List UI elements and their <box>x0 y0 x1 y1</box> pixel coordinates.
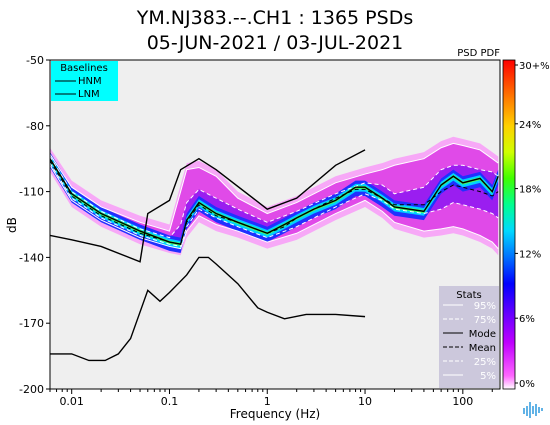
series-line-lnm <box>50 256 366 362</box>
y-axis: -50 -80 -110 -140 -170 -200 <box>19 54 50 396</box>
series-lines <box>50 142 499 362</box>
stats-legend-label: 75% <box>474 315 496 326</box>
baselines-legend: Baselines HNM LNM <box>51 61 118 101</box>
colorbar-tick-label: 0% <box>519 379 535 390</box>
plot-border <box>49 59 501 390</box>
x-tick-label: 100 <box>452 395 473 408</box>
colorbar-tick-label: 12% <box>519 249 541 260</box>
series-line-95pct <box>50 142 499 232</box>
stats-legend-label: Mode <box>469 329 496 340</box>
x-tick-label: 0.1 <box>161 395 179 408</box>
x-tick-label: 1 <box>264 395 271 408</box>
colorbar-tick-label: 18% <box>519 185 541 196</box>
x-tick-label: 10 <box>358 395 372 408</box>
series-line-5pct <box>50 165 499 250</box>
y-tick-label: -170 <box>19 317 44 330</box>
series-line-mode <box>50 158 499 246</box>
colorbar-tick-label: 6% <box>519 314 535 325</box>
stats-legend-label: Mean <box>469 343 496 354</box>
x-tick-label: 0.01 <box>59 395 84 408</box>
series-line-75pct <box>50 156 499 239</box>
y-axis-label: dB <box>5 217 19 233</box>
y-tick-label: -200 <box>19 383 44 396</box>
logo-icon <box>520 395 546 421</box>
stats-legend: Stats 95% 75% Mode Mean 25% 5% <box>439 286 499 388</box>
series-line-25pct <box>50 162 499 248</box>
x-axis-label: Frequency (Hz) <box>230 407 321 421</box>
y-tick-label: -80 <box>26 120 44 133</box>
colorbar-label: PSD PDF <box>457 48 500 59</box>
hnm-legend-label: HNM <box>78 76 102 87</box>
series-line-hnm <box>50 149 366 263</box>
y-tick-label: -140 <box>19 251 44 264</box>
lnm-legend-label: LNM <box>78 89 100 100</box>
colorbar-tick-label: 30+% <box>519 61 550 72</box>
stats-legend-box <box>439 286 499 388</box>
chart-title-line2: 05-JUN-2021 / 03-JUL-2021 <box>147 32 404 54</box>
stats-legend-title: Stats <box>456 290 482 301</box>
chart-title-line1: YM.NJ383.--.CH1 : 1365 PSDs <box>136 7 413 29</box>
density-halo <box>50 136 499 256</box>
colorbar <box>502 59 516 390</box>
x-axis: 0.01 0.1 1 10 100 <box>49 389 493 408</box>
stats-legend-label: 95% <box>474 301 496 312</box>
colorbar-tick-label: 24% <box>519 120 541 131</box>
stats-legend-label: 5% <box>480 371 496 382</box>
y-tick-label: -50 <box>26 54 44 67</box>
colorbar-ticks: 0% 6% 12% 18% 24% 30+% <box>515 61 550 390</box>
y-tick-label: -110 <box>19 186 44 199</box>
density-band-outer <box>50 143 499 249</box>
stats-legend-label: 25% <box>474 357 496 368</box>
baselines-legend-title: Baselines <box>60 63 108 74</box>
